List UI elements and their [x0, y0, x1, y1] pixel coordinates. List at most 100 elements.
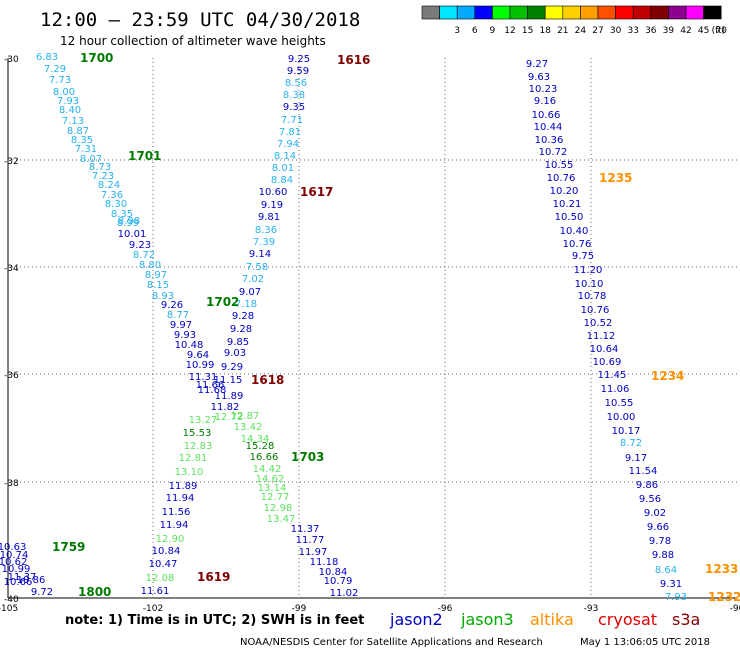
wave-height-reading: 7.29: [44, 64, 66, 75]
wave-height-reading: 10.79: [324, 576, 353, 587]
wave-height-reading: 11.18: [310, 557, 339, 568]
wave-height-reading: 10.40: [560, 226, 589, 237]
colorbar-tick-label: 21: [557, 26, 568, 36]
colorbar-tick-label: 30: [610, 26, 622, 36]
wave-height-reading: 15.53: [183, 428, 212, 439]
wave-height-reading: 11.82: [211, 402, 240, 413]
legend-altika: altika: [530, 610, 574, 629]
wave-height-reading: 13.10: [175, 467, 204, 478]
footer-note: note: 1) Time is in UTC; 2) SWH is in fe…: [65, 613, 364, 628]
pass-time-label: 1233: [705, 562, 738, 576]
colorbar-swatch: [527, 5, 546, 20]
wave-height-reading: 9.63: [528, 72, 550, 83]
colorbar-tick-label: 27: [592, 26, 603, 36]
wave-height-reading: 8.38: [283, 90, 305, 101]
wave-height-reading: 10.44: [534, 122, 563, 133]
wave-height-reading: 8.87: [67, 126, 89, 137]
longitude-tick-label: -90: [730, 604, 740, 614]
wave-height-reading: 12.08: [146, 573, 175, 584]
colorbar-tick-label: 12: [504, 26, 515, 36]
wave-height-reading: 8.84: [271, 175, 293, 186]
wave-height-reading: 10.23: [529, 84, 558, 95]
wave-height-reading: 11.89: [169, 481, 198, 492]
colorbar-swatch: [668, 5, 687, 20]
wave-height-reading: 10.60: [259, 187, 288, 198]
legend-jason3: jason3: [460, 610, 514, 629]
colorbar-tick-label: 39: [663, 26, 675, 36]
footer-timestamp: May 1 13:06:05 UTC 2018: [580, 637, 710, 648]
legend-jason2: jason2: [389, 610, 443, 629]
pass-time-label: 1618: [251, 373, 284, 387]
wave-height-reading: 8.73: [89, 162, 111, 173]
colorbar-tick-label: 15: [522, 26, 533, 36]
wave-height-reading: 14.34: [241, 434, 270, 445]
wave-height-reading: 10.72: [539, 147, 568, 158]
wave-height-reading: 10.86: [17, 575, 46, 586]
wave-height-reading: 9.75: [572, 251, 594, 262]
wave-height-reading: 11.94: [160, 520, 189, 531]
wave-height-reading: 11.94: [166, 493, 195, 504]
wave-height-reading: 11.66: [196, 380, 225, 391]
colorbar-swatch: [544, 5, 564, 20]
wave-height-reading: 7.23: [92, 171, 114, 182]
wave-height-reading: 10.76: [563, 239, 592, 250]
pass-time-label: 1700: [80, 51, 113, 65]
wave-height-reading: 7.58: [246, 262, 268, 273]
wave-height-reading: 7.39: [253, 237, 275, 248]
wave-height-reading: 11.06: [601, 384, 630, 395]
wave-height-reading: 9.97: [170, 320, 192, 331]
colorbar-tick-label: 6: [472, 26, 478, 36]
latitude-tick-label: -38: [4, 479, 19, 489]
footer-credit: NOAA/NESDIS Center for Satellite Applica…: [240, 637, 543, 648]
wave-height-reading: 10.78: [578, 291, 607, 302]
wave-height-reading: 11.31: [189, 372, 218, 383]
wave-height-reading: 10.69: [593, 357, 622, 368]
colorbar-swatch: [492, 5, 511, 20]
wave-height-reading: 9.27: [526, 59, 548, 70]
wave-height-reading: 11.61: [141, 586, 170, 597]
wave-height-reading: 10.76: [581, 305, 610, 316]
plot-frame: [7, 58, 737, 599]
wave-height-reading: 8.00: [53, 87, 75, 98]
wave-height-reading: 9.02: [644, 508, 666, 519]
colorbar-tick-label: 18: [539, 26, 551, 36]
wave-height-reading: 10.48: [175, 340, 204, 351]
colorbar-tick-label: 24: [575, 26, 587, 36]
latitude-tick-label: -30: [4, 55, 19, 65]
wave-height-reading: 8.30: [105, 199, 127, 210]
colorbar-swatch: [615, 5, 634, 20]
colorbar-swatch: [703, 5, 722, 20]
latitude-tick-label: -32: [4, 157, 19, 167]
colorbar-tick-label: 70: [715, 26, 727, 36]
wave-height-reading: 9.88: [652, 550, 674, 561]
wave-height-reading: 10.36: [535, 135, 564, 146]
wave-height-reading: 9.64: [187, 350, 209, 361]
wave-height-reading: 10.21: [553, 199, 582, 210]
wave-height-reading: 11.97: [299, 547, 328, 558]
colorbar-tick-label: 42: [680, 26, 691, 36]
wave-height-reading: 9.28: [230, 324, 252, 335]
lat-lon-grid: [8, 58, 737, 598]
wave-height-reading: 8.40: [59, 105, 81, 116]
wave-height-reading: 8.36: [255, 225, 277, 236]
wave-height-reading: 9.78: [649, 536, 671, 547]
pass-time-label: 1703: [291, 450, 324, 464]
wave-height-reading: 9.56: [639, 494, 661, 505]
colorbar-unit: (ft): [712, 26, 726, 36]
wave-height-reading: 10.74: [0, 550, 28, 561]
wave-height-reading: 10.10: [575, 279, 604, 290]
wave-height-reading: 11.37: [8, 572, 37, 583]
wave-height-reading: 7.73: [49, 75, 71, 86]
wave-height-reading: 11.77: [296, 535, 325, 546]
wave-height-reading: 14.42: [253, 464, 282, 475]
wave-height-reading: 12.87: [231, 411, 260, 422]
wave-height-reading: 9.59: [287, 66, 309, 77]
wave-height-reading: 9.72: [31, 587, 53, 598]
wave-height-reading: 13.47: [267, 514, 296, 525]
wave-height-reading: 11.45: [598, 370, 627, 381]
pass-time-label: 1800: [78, 585, 111, 599]
wave-height-reading: 9.31: [660, 579, 682, 590]
map-title: 12:00 — 23:59 UTC 04/30/2018: [40, 9, 360, 31]
wave-height-reading: 10.62: [0, 557, 27, 568]
pass-time-label: 1234: [651, 369, 684, 383]
